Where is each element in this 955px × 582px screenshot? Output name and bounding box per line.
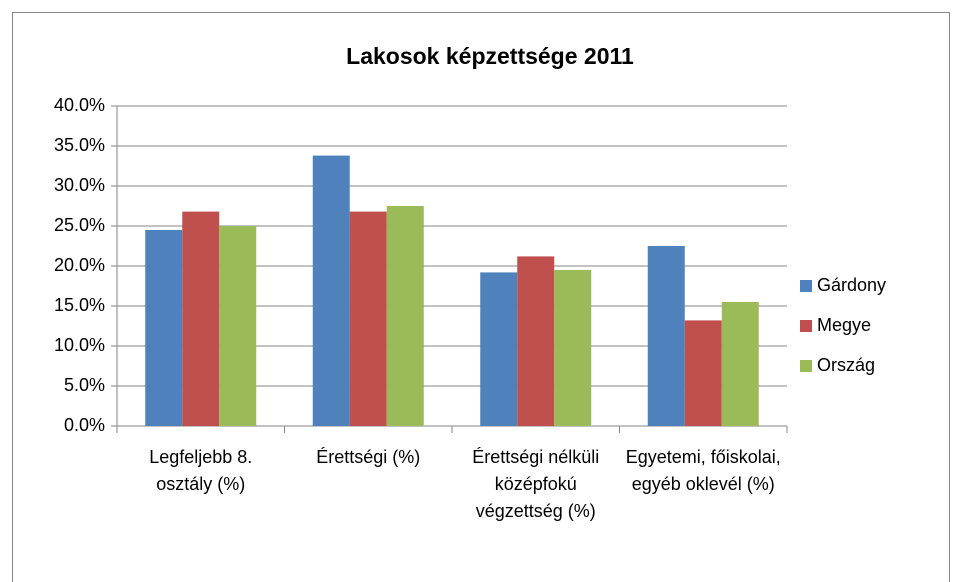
y-tick-label: 20.0% [54, 255, 105, 275]
bar [480, 272, 518, 426]
y-tick-label: 25.0% [54, 215, 105, 235]
bar [386, 206, 424, 426]
bar [554, 270, 592, 426]
y-tick-label: 10.0% [54, 335, 105, 355]
y-tick-label: 15.0% [54, 295, 105, 315]
bar [684, 320, 722, 426]
x-tick-label: Érettségi nélküli középfokú végzettség (… [472, 447, 600, 521]
bar [182, 211, 220, 426]
y-tick-label: 5.0% [64, 375, 105, 395]
bar [721, 302, 759, 426]
y-tick-label: 30.0% [54, 175, 105, 195]
x-tick-label: Érettségi (%) [316, 447, 421, 467]
legend-label: Ország [817, 355, 875, 375]
bar [349, 211, 387, 426]
bar [219, 226, 257, 426]
legend-label: Megye [817, 315, 871, 335]
legend-swatch [800, 280, 812, 292]
bar [517, 256, 555, 426]
legend-swatch [800, 320, 812, 332]
y-tick-label: 35.0% [54, 135, 105, 155]
legend-swatch [800, 360, 812, 372]
legend-label: Gárdony [817, 275, 886, 295]
bar [647, 246, 685, 426]
chart-title: Lakosok képzettsége 2011 [346, 43, 634, 69]
y-tick-label: 40.0% [54, 95, 105, 115]
x-tick-label: Legfeljebb 8. osztály (%) [149, 447, 253, 494]
bar [312, 155, 350, 426]
bar [145, 230, 183, 426]
y-tick-label: 0.0% [64, 415, 105, 435]
x-tick-label: Egyetemi, főiskolai, egyéb oklevél (%) [625, 447, 781, 494]
